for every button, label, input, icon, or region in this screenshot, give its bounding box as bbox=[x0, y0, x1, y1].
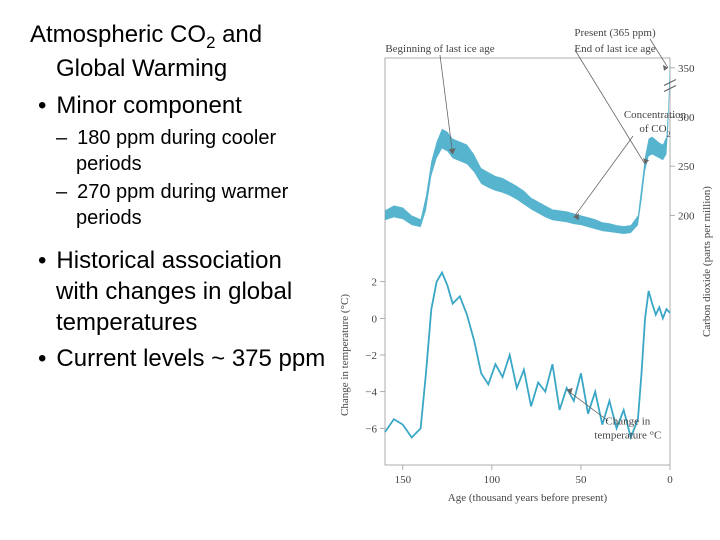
svg-text:Change in temperature (°C): Change in temperature (°C) bbox=[339, 294, 351, 416]
sub-bullet-list-1: 180 ppm during cooler periods 270 ppm du… bbox=[30, 125, 330, 231]
svg-text:Change in: Change in bbox=[605, 416, 650, 428]
title-part1b: and bbox=[215, 21, 262, 48]
co2-temperature-chart: 35030025020020−2−4−6150100500Age (thousa… bbox=[330, 20, 720, 520]
title-sub: 2 bbox=[206, 33, 215, 52]
svg-text:Present (365 ppm): Present (365 ppm) bbox=[574, 27, 656, 39]
title-line2: Global Warming bbox=[30, 54, 330, 84]
svg-text:100: 100 bbox=[484, 474, 501, 486]
svg-text:Beginning of last ice age: Beginning of last ice age bbox=[385, 43, 494, 55]
svg-text:0: 0 bbox=[372, 313, 378, 325]
svg-text:150: 150 bbox=[395, 474, 412, 486]
bullet-list: Minor component bbox=[30, 90, 330, 121]
bullet-current: Current levels ~ 375 ppm bbox=[30, 343, 330, 374]
svg-text:Concentration: Concentration bbox=[624, 109, 687, 121]
sub-bullet-180ppm: 180 ppm during cooler periods bbox=[56, 125, 330, 177]
svg-text:350: 350 bbox=[678, 63, 695, 75]
sub-bullet-270ppm: 270 ppm during warmer periods bbox=[56, 179, 330, 231]
svg-text:200: 200 bbox=[678, 210, 695, 222]
svg-text:temperature °C: temperature °C bbox=[594, 430, 661, 442]
chart-column: 35030025020020−2−4−6150100500Age (thousa… bbox=[330, 20, 720, 520]
bullet-historical: Historical association with changes in g… bbox=[30, 245, 330, 339]
svg-text:2: 2 bbox=[372, 277, 378, 289]
svg-text:End of last ice age: End of last ice age bbox=[574, 43, 655, 55]
svg-text:−6: −6 bbox=[365, 423, 377, 435]
bullet-minor-component: Minor component bbox=[30, 90, 330, 121]
svg-text:50: 50 bbox=[575, 474, 587, 486]
bullet-list-2: Historical association with changes in g… bbox=[30, 245, 330, 374]
svg-text:250: 250 bbox=[678, 161, 695, 173]
svg-text:Carbon dioxide (parts per mill: Carbon dioxide (parts per million) bbox=[701, 186, 713, 337]
svg-text:of CO2: of CO2 bbox=[639, 123, 670, 138]
svg-text:−2: −2 bbox=[365, 350, 377, 362]
title-part1: Atmospheric CO bbox=[30, 21, 206, 48]
text-column: Atmospheric CO2 and Global Warming Minor… bbox=[30, 20, 330, 520]
svg-text:Age (thousand years before pre: Age (thousand years before present) bbox=[448, 492, 608, 504]
chart-container: 35030025020020−2−4−6150100500Age (thousa… bbox=[330, 20, 720, 520]
svg-text:0: 0 bbox=[667, 474, 673, 486]
svg-text:−4: −4 bbox=[365, 387, 377, 399]
slide-title: Atmospheric CO2 and Global Warming bbox=[30, 20, 330, 84]
